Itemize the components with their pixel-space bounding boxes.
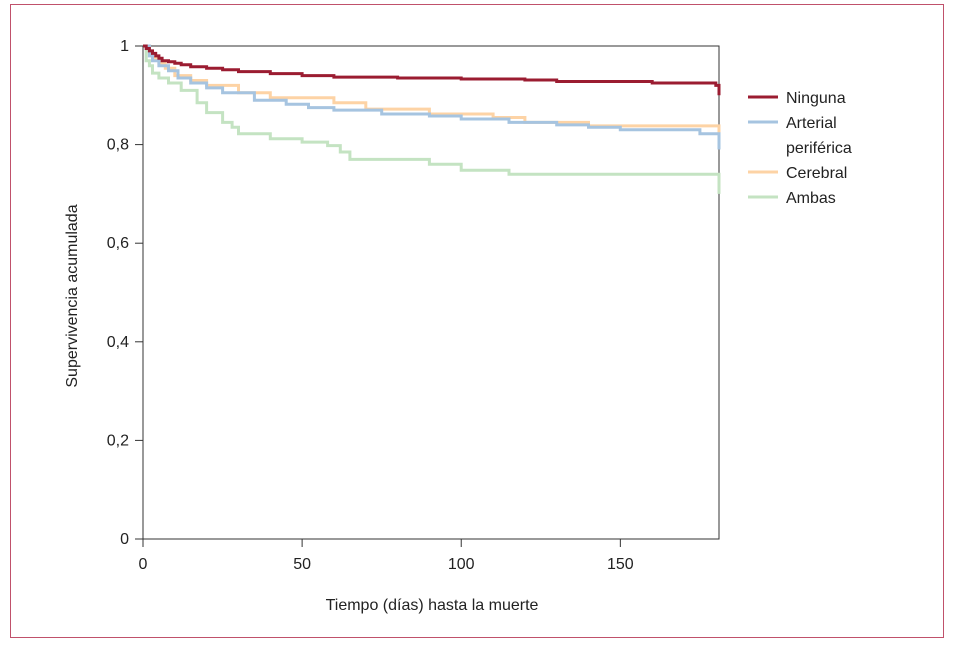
legend-label: Cerebral (786, 165, 847, 182)
legend: Ninguna Arterial periférica Cerebral Ambas (748, 90, 852, 207)
figure-frame (10, 4, 944, 638)
plot-axes: 0 0,2 0,4 0,6 0,8 1 0 50 100 150 (107, 38, 720, 573)
series-line-ambas (143, 44, 721, 194)
y-tick-label: 0,8 (107, 137, 129, 154)
y-tick-label: 0,2 (107, 432, 129, 449)
x-tick-label: 0 (139, 556, 148, 573)
y-tick-label: 0 (120, 531, 129, 548)
series-layer (143, 44, 721, 194)
y-axis-title: Supervivencia acumulada (64, 204, 81, 387)
y-tick-label: 1 (120, 38, 129, 55)
x-tick-label: 150 (607, 556, 634, 573)
plot-frame (142, 45, 720, 540)
x-tick-label: 50 (293, 556, 311, 573)
series-line-ninguna (143, 44, 721, 96)
legend-label: Arterial periférica (786, 115, 852, 157)
x-tick-label: 100 (448, 556, 475, 573)
legend-label: Ninguna (786, 90, 846, 107)
series-line-arterial-perif-rica (143, 44, 721, 150)
legend-label: Ambas (786, 190, 836, 207)
y-tick-label: 0,6 (107, 235, 129, 252)
y-tick-label: 0,4 (107, 334, 129, 351)
x-axis-title: Tiempo (días) hasta la muerte (326, 597, 539, 614)
